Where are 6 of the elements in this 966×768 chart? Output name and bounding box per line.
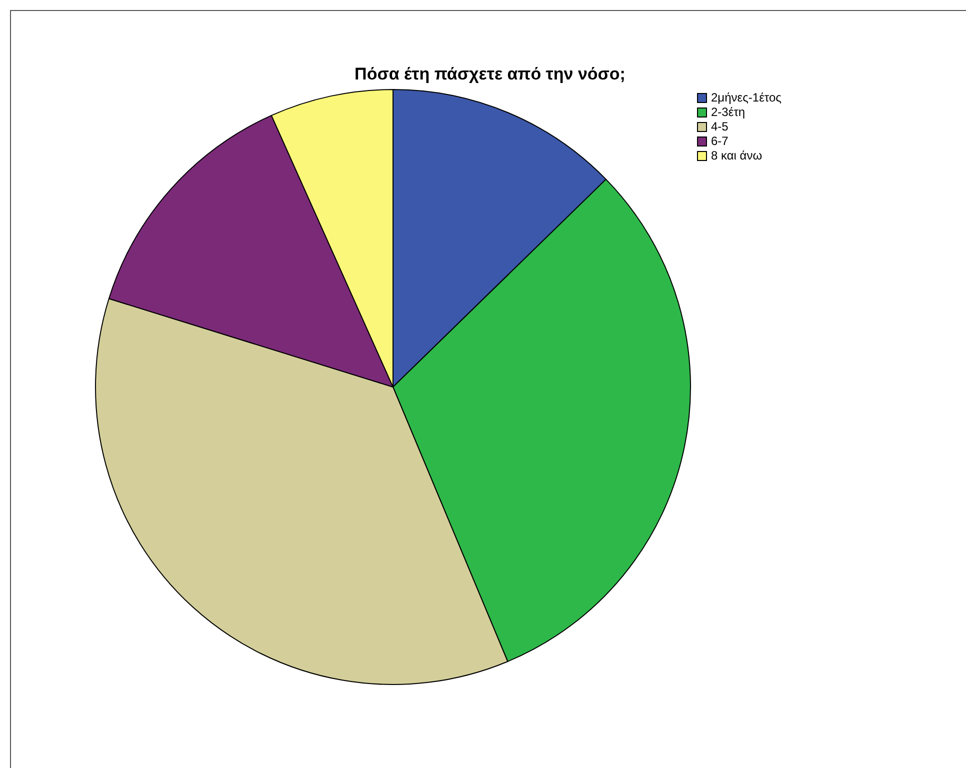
legend-label: 6-7 [711,134,729,148]
legend-label: 2μήνες-1έτος [711,90,782,104]
legend-label: 4-5 [711,119,729,134]
legend-label: 2-3έτη [711,104,746,119]
chart-title: Πόσα έτη πάσχετε από την νόσο; [354,64,626,84]
legend-label: 8 και άνω [711,148,762,162]
